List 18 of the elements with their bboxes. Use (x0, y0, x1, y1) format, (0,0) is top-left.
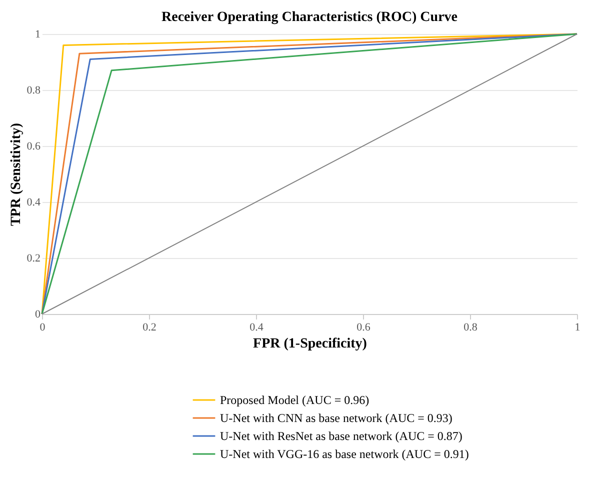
x-tick-label: 1 (574, 322, 580, 334)
y-tick-label: 0.4 (26, 196, 41, 208)
y-tick-label: 0.6 (26, 140, 41, 152)
x-tick-label: 0.4 (250, 322, 264, 334)
y-axis-title: TPR (Sensitivity) (8, 122, 24, 226)
x-tick-label: 0.2 (142, 322, 156, 334)
y-tick-label: 0.2 (26, 252, 40, 264)
y-tick-label: 0.8 (26, 84, 41, 96)
x-axis-title: FPR (1-Specificity) (253, 336, 368, 352)
legend-label: U-Net with VGG-16 as base network (AUC = 0.91) (220, 447, 469, 461)
chart-title: Receiver Operating Characteristics (ROC) Curve (162, 10, 458, 25)
legend-label: Proposed Model (AUC = 0.96) (220, 393, 370, 407)
legend-label: U-Net with CNN as base network (AUC = 0.93) (220, 411, 452, 425)
x-tick-label: 0.8 (464, 322, 478, 334)
x-tick-label: 0.6 (356, 322, 371, 334)
legend-label: U-Net with ResNet as base network (AUC = 0.87) (220, 429, 462, 443)
y-tick-label: 0 (35, 308, 41, 320)
y-tick-label: 1 (35, 28, 40, 40)
